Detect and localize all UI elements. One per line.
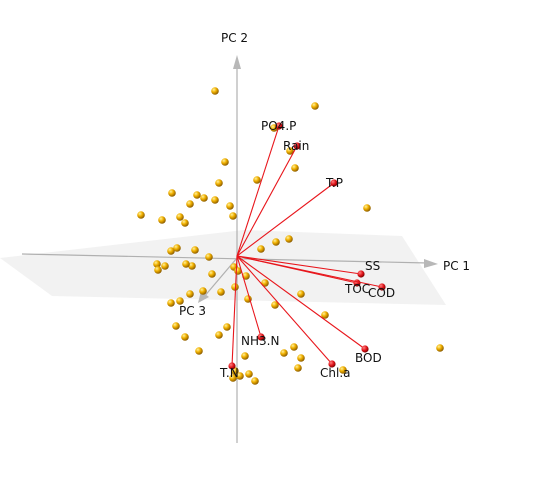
- loading-label: Chl.a: [320, 366, 351, 380]
- score-point: [173, 244, 181, 252]
- score-point: [261, 279, 269, 287]
- axes: PC 2 PC 1 PC 3: [21, 31, 470, 443]
- score-point: [215, 179, 223, 187]
- score-point: [181, 219, 189, 227]
- score-point: [297, 290, 305, 298]
- score-point: [195, 347, 203, 355]
- score-point: [291, 164, 299, 172]
- score-point: [186, 200, 194, 208]
- score-point: [241, 352, 249, 360]
- pc2-axis-arrow: [233, 55, 241, 69]
- score-point: [168, 189, 176, 197]
- loading-tip: [293, 142, 301, 150]
- loading-tip: [330, 179, 338, 187]
- score-point: [223, 323, 231, 331]
- loading-line: [236, 255, 262, 338]
- score-point: [191, 246, 199, 254]
- loading-label: BOD: [355, 351, 382, 365]
- loading-label: T.N: [219, 366, 239, 380]
- score-point: [200, 194, 208, 202]
- loading-label: SS: [365, 259, 380, 273]
- pc3-axis-label: PC 3: [179, 304, 206, 318]
- score-point: [229, 212, 237, 220]
- score-point: [280, 349, 288, 357]
- pc1-axis-label: PC 1: [443, 259, 470, 273]
- loading-line: [236, 255, 333, 365]
- score-point: [311, 102, 319, 110]
- score-points: [137, 87, 444, 385]
- score-point: [161, 262, 169, 270]
- score-point: [226, 202, 234, 210]
- loading-tip: [328, 360, 336, 368]
- loading-tip: [257, 333, 265, 341]
- score-point: [321, 311, 329, 319]
- loading-label: NH3.N: [241, 334, 279, 348]
- score-point: [245, 370, 253, 378]
- score-point: [193, 191, 201, 199]
- score-point: [436, 344, 444, 352]
- score-point: [154, 266, 162, 274]
- score-point: [257, 245, 265, 253]
- score-point: [251, 377, 259, 385]
- score-point: [286, 147, 294, 155]
- score-point: [176, 213, 184, 221]
- loading-line: [236, 182, 335, 257]
- score-point: [339, 366, 347, 374]
- score-point: [167, 247, 175, 255]
- pc1-pc3-plane: [0, 230, 446, 305]
- loading-line: [236, 125, 280, 257]
- loading-line: [236, 145, 298, 257]
- score-point: [208, 270, 216, 278]
- score-point: [272, 238, 280, 246]
- loading-line: [236, 255, 366, 350]
- score-point: [253, 176, 261, 184]
- loading-tip: [357, 270, 365, 278]
- loading-tip: [361, 345, 369, 353]
- score-point: [297, 354, 305, 362]
- score-point: [290, 343, 298, 351]
- score-point: [205, 253, 213, 261]
- pc1-axis-line: [21, 253, 429, 264]
- score-point: [188, 262, 196, 270]
- score-point: [172, 322, 180, 330]
- loading-label: COD: [368, 286, 395, 300]
- score-point: [186, 290, 194, 298]
- score-point: [217, 288, 225, 296]
- score-point: [211, 196, 219, 204]
- loading-tip: [378, 283, 386, 291]
- score-point: [153, 260, 161, 268]
- score-point: [181, 333, 189, 341]
- score-point: [211, 87, 219, 95]
- score-point: [137, 211, 145, 219]
- score-point: [158, 216, 166, 224]
- score-point: [285, 235, 293, 243]
- score-point: [199, 287, 207, 295]
- score-point: [242, 272, 250, 280]
- loading-tip: [228, 362, 236, 370]
- loading-tip: [275, 122, 283, 130]
- score-point: [167, 299, 175, 307]
- loading-label: Rain: [283, 139, 309, 153]
- pc1-axis-arrow: [424, 259, 438, 268]
- loading-label: T.P: [325, 176, 343, 190]
- pc2-axis-label: PC 2: [221, 31, 248, 45]
- loading-line: [236, 255, 383, 288]
- score-point: [363, 204, 371, 212]
- loading-label: PO4.P: [261, 119, 296, 133]
- score-point: [182, 260, 190, 268]
- loading-line: [236, 255, 362, 275]
- score-point: [271, 301, 279, 309]
- score-point: [231, 283, 239, 291]
- score-point: [229, 374, 237, 382]
- score-point: [221, 158, 229, 166]
- loading-line: [231, 255, 238, 367]
- score-point: [294, 364, 302, 372]
- score-point: [236, 372, 244, 380]
- score-point: [215, 331, 223, 339]
- score-point: [176, 297, 184, 305]
- loading-label: TOC: [344, 282, 370, 296]
